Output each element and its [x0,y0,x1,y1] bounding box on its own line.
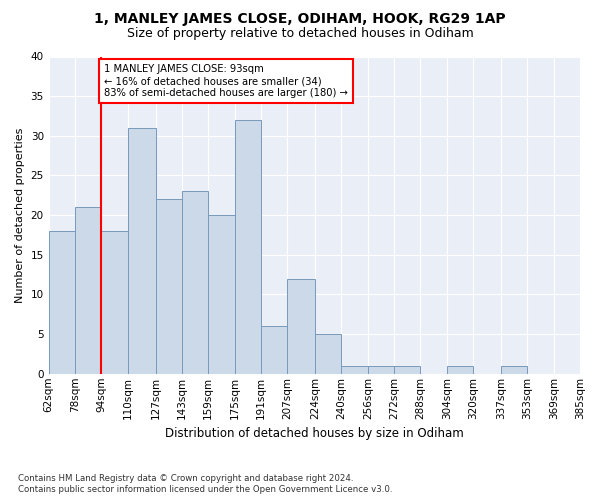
Bar [261,326,287,374]
Bar [75,207,101,374]
Bar [235,120,261,374]
Text: 1 MANLEY JAMES CLOSE: 93sqm
← 16% of detached houses are smaller (34)
83% of sem: 1 MANLEY JAMES CLOSE: 93sqm ← 16% of det… [104,64,347,98]
Text: Contains HM Land Registry data © Crown copyright and database right 2024.
Contai: Contains HM Land Registry data © Crown c… [18,474,392,494]
Bar [49,231,75,374]
Bar [501,366,527,374]
Bar [315,334,341,374]
Bar [128,128,155,374]
Bar [447,366,473,374]
Bar [341,366,368,374]
Bar [101,231,128,374]
Text: Size of property relative to detached houses in Odiham: Size of property relative to detached ho… [127,28,473,40]
Bar [368,366,394,374]
Bar [155,200,182,374]
Y-axis label: Number of detached properties: Number of detached properties [15,128,25,303]
Text: 1, MANLEY JAMES CLOSE, ODIHAM, HOOK, RG29 1AP: 1, MANLEY JAMES CLOSE, ODIHAM, HOOK, RG2… [94,12,506,26]
Bar [287,278,315,374]
Bar [394,366,421,374]
Bar [208,215,235,374]
X-axis label: Distribution of detached houses by size in Odiham: Distribution of detached houses by size … [165,427,464,440]
Bar [182,192,208,374]
